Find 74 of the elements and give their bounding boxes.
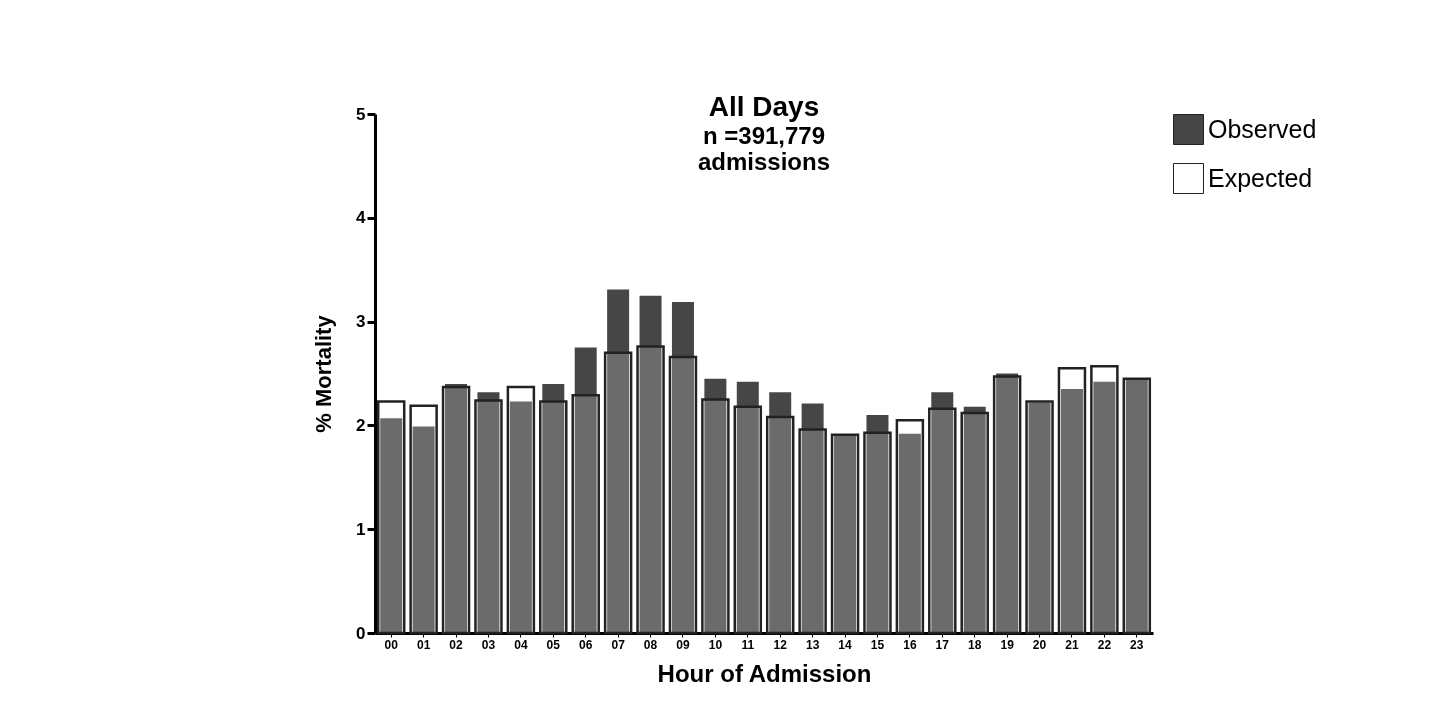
y-tick-label: 1 [356, 519, 366, 539]
x-tick-label: 21 [1065, 637, 1079, 652]
y-tick-label: 5 [356, 104, 366, 124]
bar [668, 355, 698, 635]
legend-label: Observed [1208, 114, 1317, 143]
bar [1090, 364, 1119, 635]
bar [898, 433, 921, 633]
bar [603, 351, 633, 635]
bar [1057, 367, 1087, 635]
bar [376, 400, 406, 635]
x-tick-label: 22 [1097, 637, 1112, 652]
bar [801, 403, 824, 633]
x-tick-label: 03 [481, 637, 496, 652]
y-tick-label: 3 [356, 312, 366, 332]
x-tick-label: 17 [935, 637, 950, 652]
x-tick-label: 09 [676, 637, 690, 652]
x-tick-label: 07 [611, 637, 626, 652]
bar [571, 394, 600, 635]
bar [704, 378, 727, 633]
bar [671, 301, 694, 633]
bar [542, 383, 565, 633]
x-tick-label: 05 [546, 637, 561, 652]
bar [639, 295, 662, 633]
x-tick-label: 10 [708, 637, 723, 652]
bar [636, 345, 665, 635]
x-tick-label: 14 [838, 637, 853, 652]
text: n =391,779 admissions [697, 122, 831, 175]
bar [960, 411, 989, 635]
bar [736, 381, 759, 633]
x-tick-label: 00 [384, 637, 399, 652]
x-tick-label: 02 [449, 637, 464, 652]
bar [539, 400, 568, 635]
x-tick-label: 06 [579, 637, 593, 652]
x-tick-label: 08 [643, 637, 658, 652]
bar [928, 407, 957, 635]
bar [866, 415, 889, 633]
x-tick-label: 12 [773, 637, 788, 652]
bar [863, 431, 892, 635]
x-axis-title: Hour of Admission [657, 659, 872, 687]
bar [477, 392, 500, 633]
bar [474, 399, 503, 635]
bar [798, 428, 827, 635]
bar [931, 392, 954, 633]
bar [963, 406, 986, 633]
bar [509, 401, 532, 633]
bar [701, 398, 730, 635]
x-tick-label: 18 [968, 637, 982, 652]
x-tick-label: 23 [1130, 637, 1144, 652]
bar [769, 392, 792, 633]
bar [574, 347, 597, 633]
x-tick-label: 04 [514, 637, 528, 652]
x-tick-label: 01 [416, 637, 431, 652]
legend-label: Expected [1208, 163, 1313, 192]
chart-title: All Days [708, 91, 820, 122]
x-tick-label: 15 [870, 637, 885, 652]
bar [409, 404, 438, 635]
bar [380, 418, 403, 633]
bar [895, 418, 925, 635]
y-tick-label: 0 [356, 623, 366, 643]
bar [765, 415, 795, 635]
bar [733, 405, 763, 635]
y-axis-title: % Mortality [311, 314, 337, 433]
bar [607, 289, 630, 633]
x-tick-label: 13 [805, 637, 820, 652]
x-tick-label: 16 [903, 637, 917, 652]
bar [506, 385, 536, 635]
x-tick-label: 19 [1000, 637, 1015, 652]
bar [1060, 389, 1083, 633]
bar [412, 426, 435, 633]
y-tick-label: 2 [356, 415, 366, 435]
x-tick-label: 20 [1032, 637, 1047, 652]
x-tick-label: 11 [741, 637, 755, 652]
bar [1093, 381, 1116, 633]
y-tick-label: 4 [356, 208, 367, 228]
